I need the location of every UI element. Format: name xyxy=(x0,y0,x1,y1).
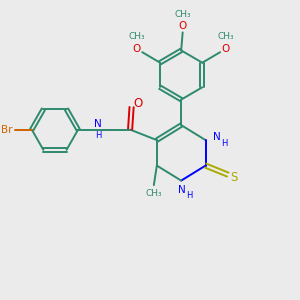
Text: H: H xyxy=(186,190,192,200)
Text: O: O xyxy=(178,21,187,32)
Text: CH₃: CH₃ xyxy=(129,32,145,41)
Text: S: S xyxy=(231,171,238,184)
Text: N: N xyxy=(94,119,102,129)
Text: H: H xyxy=(95,131,101,140)
Text: O: O xyxy=(133,44,141,54)
Text: N: N xyxy=(178,184,186,195)
Text: Br: Br xyxy=(1,124,12,135)
Text: CH₃: CH₃ xyxy=(174,10,191,19)
Text: CH₃: CH₃ xyxy=(217,32,234,41)
Text: N: N xyxy=(213,131,221,142)
Text: CH₃: CH₃ xyxy=(146,189,162,198)
Text: H: H xyxy=(221,139,227,148)
Text: O: O xyxy=(221,44,230,54)
Text: O: O xyxy=(134,97,143,110)
